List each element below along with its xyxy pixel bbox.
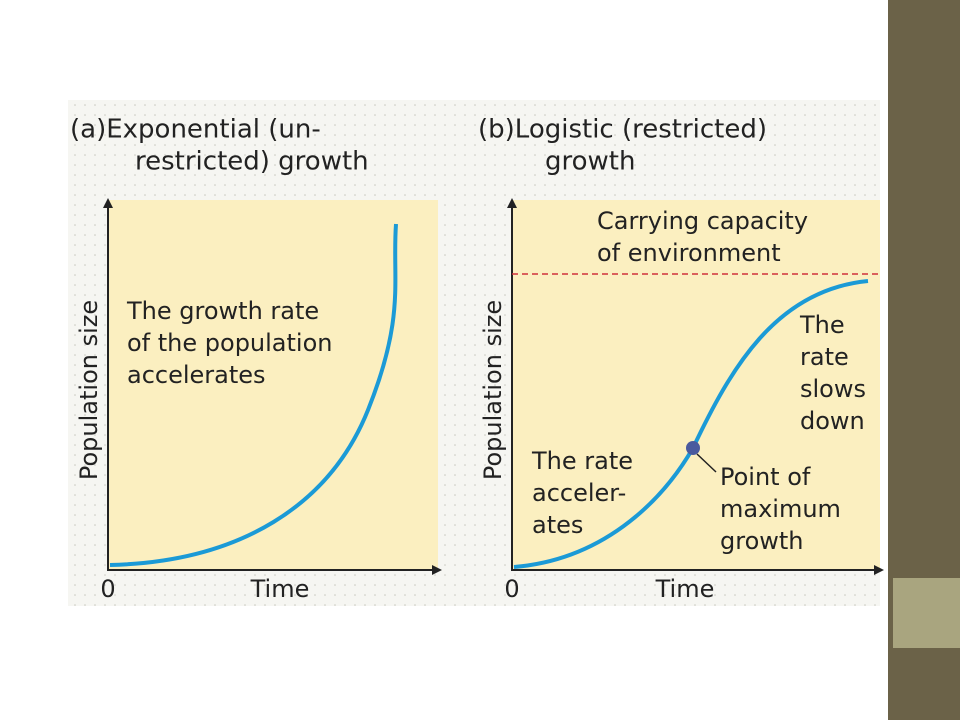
annotation: ates	[532, 511, 583, 539]
annotation: rate	[800, 343, 849, 371]
annotation: acceler-	[532, 479, 626, 507]
y-axis-label: Population size	[75, 300, 103, 480]
annotation: Carrying capacity	[597, 207, 808, 235]
y-axis-label: Population size	[479, 300, 507, 480]
panel-title: (a)Exponential (un-	[70, 115, 321, 145]
panel-title: (b)Logistic (restricted)	[478, 115, 767, 145]
origin-label: 0	[100, 575, 115, 603]
annotation: Point of	[720, 463, 811, 491]
annotation: The	[799, 311, 845, 339]
panel-title: restricted) growth	[135, 147, 369, 177]
annotation: down	[800, 407, 865, 435]
panel-title: growth	[545, 147, 635, 177]
annotation: maximum	[720, 495, 841, 523]
annotation: The rate	[531, 447, 633, 475]
x-axis-label: Time	[250, 575, 310, 603]
leader-line	[696, 453, 717, 473]
x-axis-label: Time	[655, 575, 715, 603]
annotation: growth	[720, 527, 804, 555]
exponential-curve	[109, 223, 398, 567]
sidebar-accent	[893, 578, 960, 648]
plot-area	[512, 200, 880, 570]
annotation: The growth rate	[126, 297, 319, 325]
origin-label: 0	[504, 575, 519, 603]
plot-area	[108, 200, 438, 570]
annotation: slows	[800, 375, 866, 403]
annotation: of the population	[127, 329, 333, 357]
max-growth-point	[686, 441, 700, 455]
annotation: accelerates	[127, 361, 266, 389]
annotation: of environment	[597, 239, 781, 267]
